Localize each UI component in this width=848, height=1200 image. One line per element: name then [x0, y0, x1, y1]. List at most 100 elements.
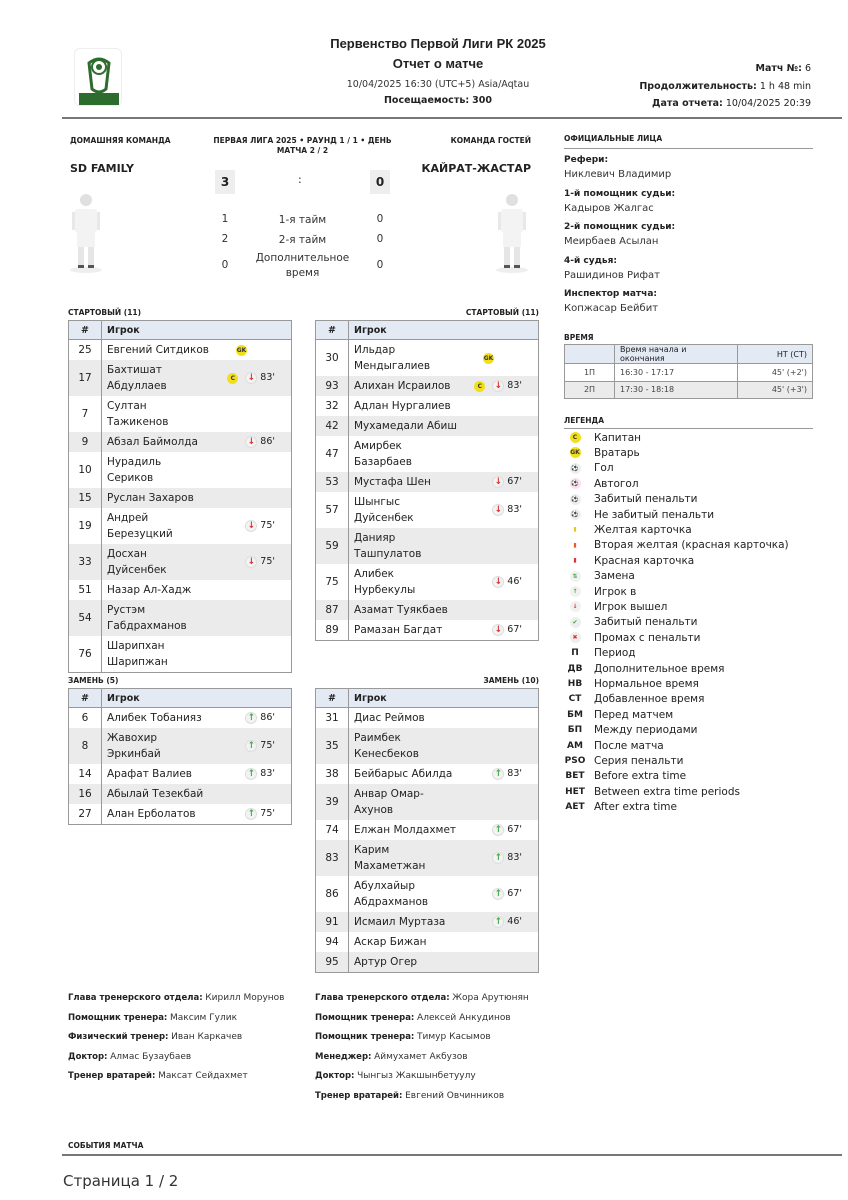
- player-events: C ↓ 83': [227, 370, 291, 386]
- player-cell-content: Арафат Валиев ↑ 83': [107, 766, 291, 782]
- player-cell-content: Назар Ал-Хадж: [107, 582, 291, 598]
- time-title: ВРЕМЯ: [564, 333, 594, 342]
- player-name: Рустэм Габдрахманов: [107, 604, 187, 632]
- legend-label: Игрок в: [594, 585, 637, 598]
- player-cell: Азамат Туякбаев: [348, 600, 539, 620]
- player-number: 86: [315, 876, 349, 912]
- player-number: 14: [68, 764, 102, 784]
- away-kit-figure: [496, 194, 528, 273]
- duration-value: 1 h 48 min: [759, 81, 811, 92]
- abbreviation: П: [571, 648, 579, 659]
- player-events: ↑ 67': [492, 822, 538, 838]
- official-role: 1-й помощник судьи:: [564, 188, 676, 199]
- player-number: 10: [68, 452, 102, 488]
- player-number: 16: [68, 784, 102, 804]
- legend-item: НВ Нормальное время: [564, 676, 699, 691]
- second-yellow-icon-glyph: ▮: [573, 541, 577, 549]
- legend-item: ▮ Вторая желтая (красная карточка): [564, 538, 788, 553]
- legend-label: Забитый пенальти: [594, 493, 698, 506]
- substitution-minute: 83': [507, 380, 522, 391]
- duration-label: Продолжительность:: [639, 81, 757, 92]
- player-number: 27: [68, 804, 102, 825]
- substitution-minute: 83': [260, 768, 275, 779]
- player-cell-content: Раимбек Кенесбеков: [354, 730, 538, 762]
- staff-name: Иван Каркачев: [171, 1032, 243, 1043]
- official-role: Инспектор матча:: [564, 289, 657, 300]
- player-name: Евгений Ситдиков: [107, 344, 209, 356]
- player-row: 7 Султан Тажикенов: [68, 396, 292, 432]
- legend-label: Before extra time: [594, 770, 687, 783]
- player-cell: Мустафа Шен ↓ 67': [348, 472, 539, 492]
- player-row: 51 Назар Ал-Хадж: [68, 580, 292, 600]
- official-name: Никлевич Владимир: [564, 169, 672, 180]
- legend-item: HET Between extra time periods: [564, 784, 740, 799]
- staff-name: Максим Гулик: [170, 1012, 238, 1023]
- legend-item: ✔ Забитый пенальти: [564, 615, 698, 630]
- staff-member: Помощник тренера: Тимур Касымов: [315, 1032, 491, 1042]
- period-home-score: 2: [221, 233, 229, 245]
- player-row: 17 Бахтишат Абдуллаев C ↓ 83': [68, 360, 292, 396]
- player-in-icon: ↑: [492, 916, 505, 928]
- player-in-icon-glyph: ↑: [569, 586, 581, 597]
- staff-member: Глава тренерского отдела: Жора Арутюнян: [315, 993, 529, 1003]
- player-number: 19: [68, 508, 102, 544]
- substitution-icon-glyph: ⇅: [569, 570, 581, 582]
- report-date-label: Дата отчета:: [652, 98, 723, 109]
- player-cell: Бейбарыс Абилда ↑ 83': [349, 764, 539, 784]
- away-caption: КОМАНДА ГОСТЕЙ: [450, 136, 531, 145]
- player-name: Досхан Дуйсенбек: [107, 548, 167, 576]
- substitution-minute: 75': [260, 808, 275, 819]
- player-row: 16 Абылай Тезекбай: [68, 784, 292, 804]
- player-number: 32: [315, 396, 349, 416]
- period-away-score: 0: [376, 233, 384, 245]
- player-row: 9 Абзал Баймолда ↓ 86': [68, 432, 292, 452]
- player-number: 93: [315, 376, 349, 396]
- player-number: 94: [315, 932, 349, 952]
- player-in-icon: ↑: [245, 808, 258, 820]
- home-start-table: # Игрок 25 Евгений Ситдиков GK 17 Бахтишат Абд…: [68, 320, 292, 673]
- official-name: Кадыров Жалгас: [564, 202, 654, 214]
- away-subs-title: ЗАМЕНЬ (10): [483, 676, 539, 685]
- player-cell-content: Бахтишат Абдуллаев C ↓ 83': [107, 362, 291, 394]
- period-away-score: 0: [376, 259, 384, 271]
- player-events: ↑ 83': [492, 766, 538, 782]
- substitution-minute: 83': [507, 768, 522, 779]
- legend-item: GK Вратарь: [564, 445, 640, 460]
- official-role: 4-й судья:: [564, 255, 617, 266]
- player-in-icon: ↑: [245, 712, 258, 724]
- cross-icon-glyph: ✖: [569, 632, 581, 644]
- home-kit-figure: [70, 194, 102, 273]
- staff-role: Доктор:: [68, 1051, 108, 1062]
- player-row: 89 Рамазан Багдат ↓ 67': [315, 620, 539, 641]
- player-cell: Данияр Ташпулатов: [348, 528, 539, 564]
- player-number: 91: [315, 912, 349, 932]
- substitution-minute: 46': [507, 916, 522, 927]
- player-row: 31 Диас Реймов: [315, 707, 539, 728]
- staff-name: Чынгыз Жакшынбетуулу: [357, 1071, 476, 1082]
- col-player: Игрок: [348, 688, 539, 708]
- player-cell-content: Данияр Ташпулатов: [354, 530, 538, 562]
- player-cell-content: Султан Тажикенов: [107, 398, 291, 430]
- player-cell: Арафат Валиев ↑ 83': [102, 764, 292, 784]
- player-events: ↑ 75': [245, 806, 291, 822]
- legend-item: ДВ Дополнительное время: [564, 661, 725, 676]
- staff-member: Глава тренерского отдела: Кирилл Морунов: [68, 993, 284, 1003]
- player-cell-content: Анвар Омар- Ахунов: [354, 786, 538, 818]
- legend-item: AET After extra time: [564, 800, 677, 815]
- player-cell-content: Азамат Туякбаев: [354, 602, 538, 618]
- player-cell: Жавохир Эркинбай ↑ 75': [101, 728, 292, 764]
- legend-item: ↓ Игрок вышел: [564, 599, 667, 614]
- player-out-icon: ↓: [492, 504, 505, 516]
- player-name: Анвар Омар- Ахунов: [354, 788, 424, 816]
- official-name: Рашидинов Рифат: [564, 269, 660, 281]
- staff-role: Глава тренерского отдела:: [315, 993, 450, 1003]
- staff-role: Тренер вратарей:: [68, 1071, 156, 1082]
- player-cell: Досхан Дуйсенбек ↓ 75': [101, 544, 292, 580]
- substitution-minute: 67': [507, 624, 522, 635]
- player-name: Абулхайыр Абдрахманов: [354, 880, 429, 908]
- report-date: Дата отчета: 10/04/2025 20:39: [652, 98, 811, 109]
- captain-badge-icon: C: [227, 372, 239, 384]
- player-cell-content: Абзал Баймолда ↓ 86': [107, 434, 291, 450]
- player-name: Шарипхан Шарипжан: [107, 640, 168, 668]
- period-label: Дополнительное время: [255, 252, 350, 279]
